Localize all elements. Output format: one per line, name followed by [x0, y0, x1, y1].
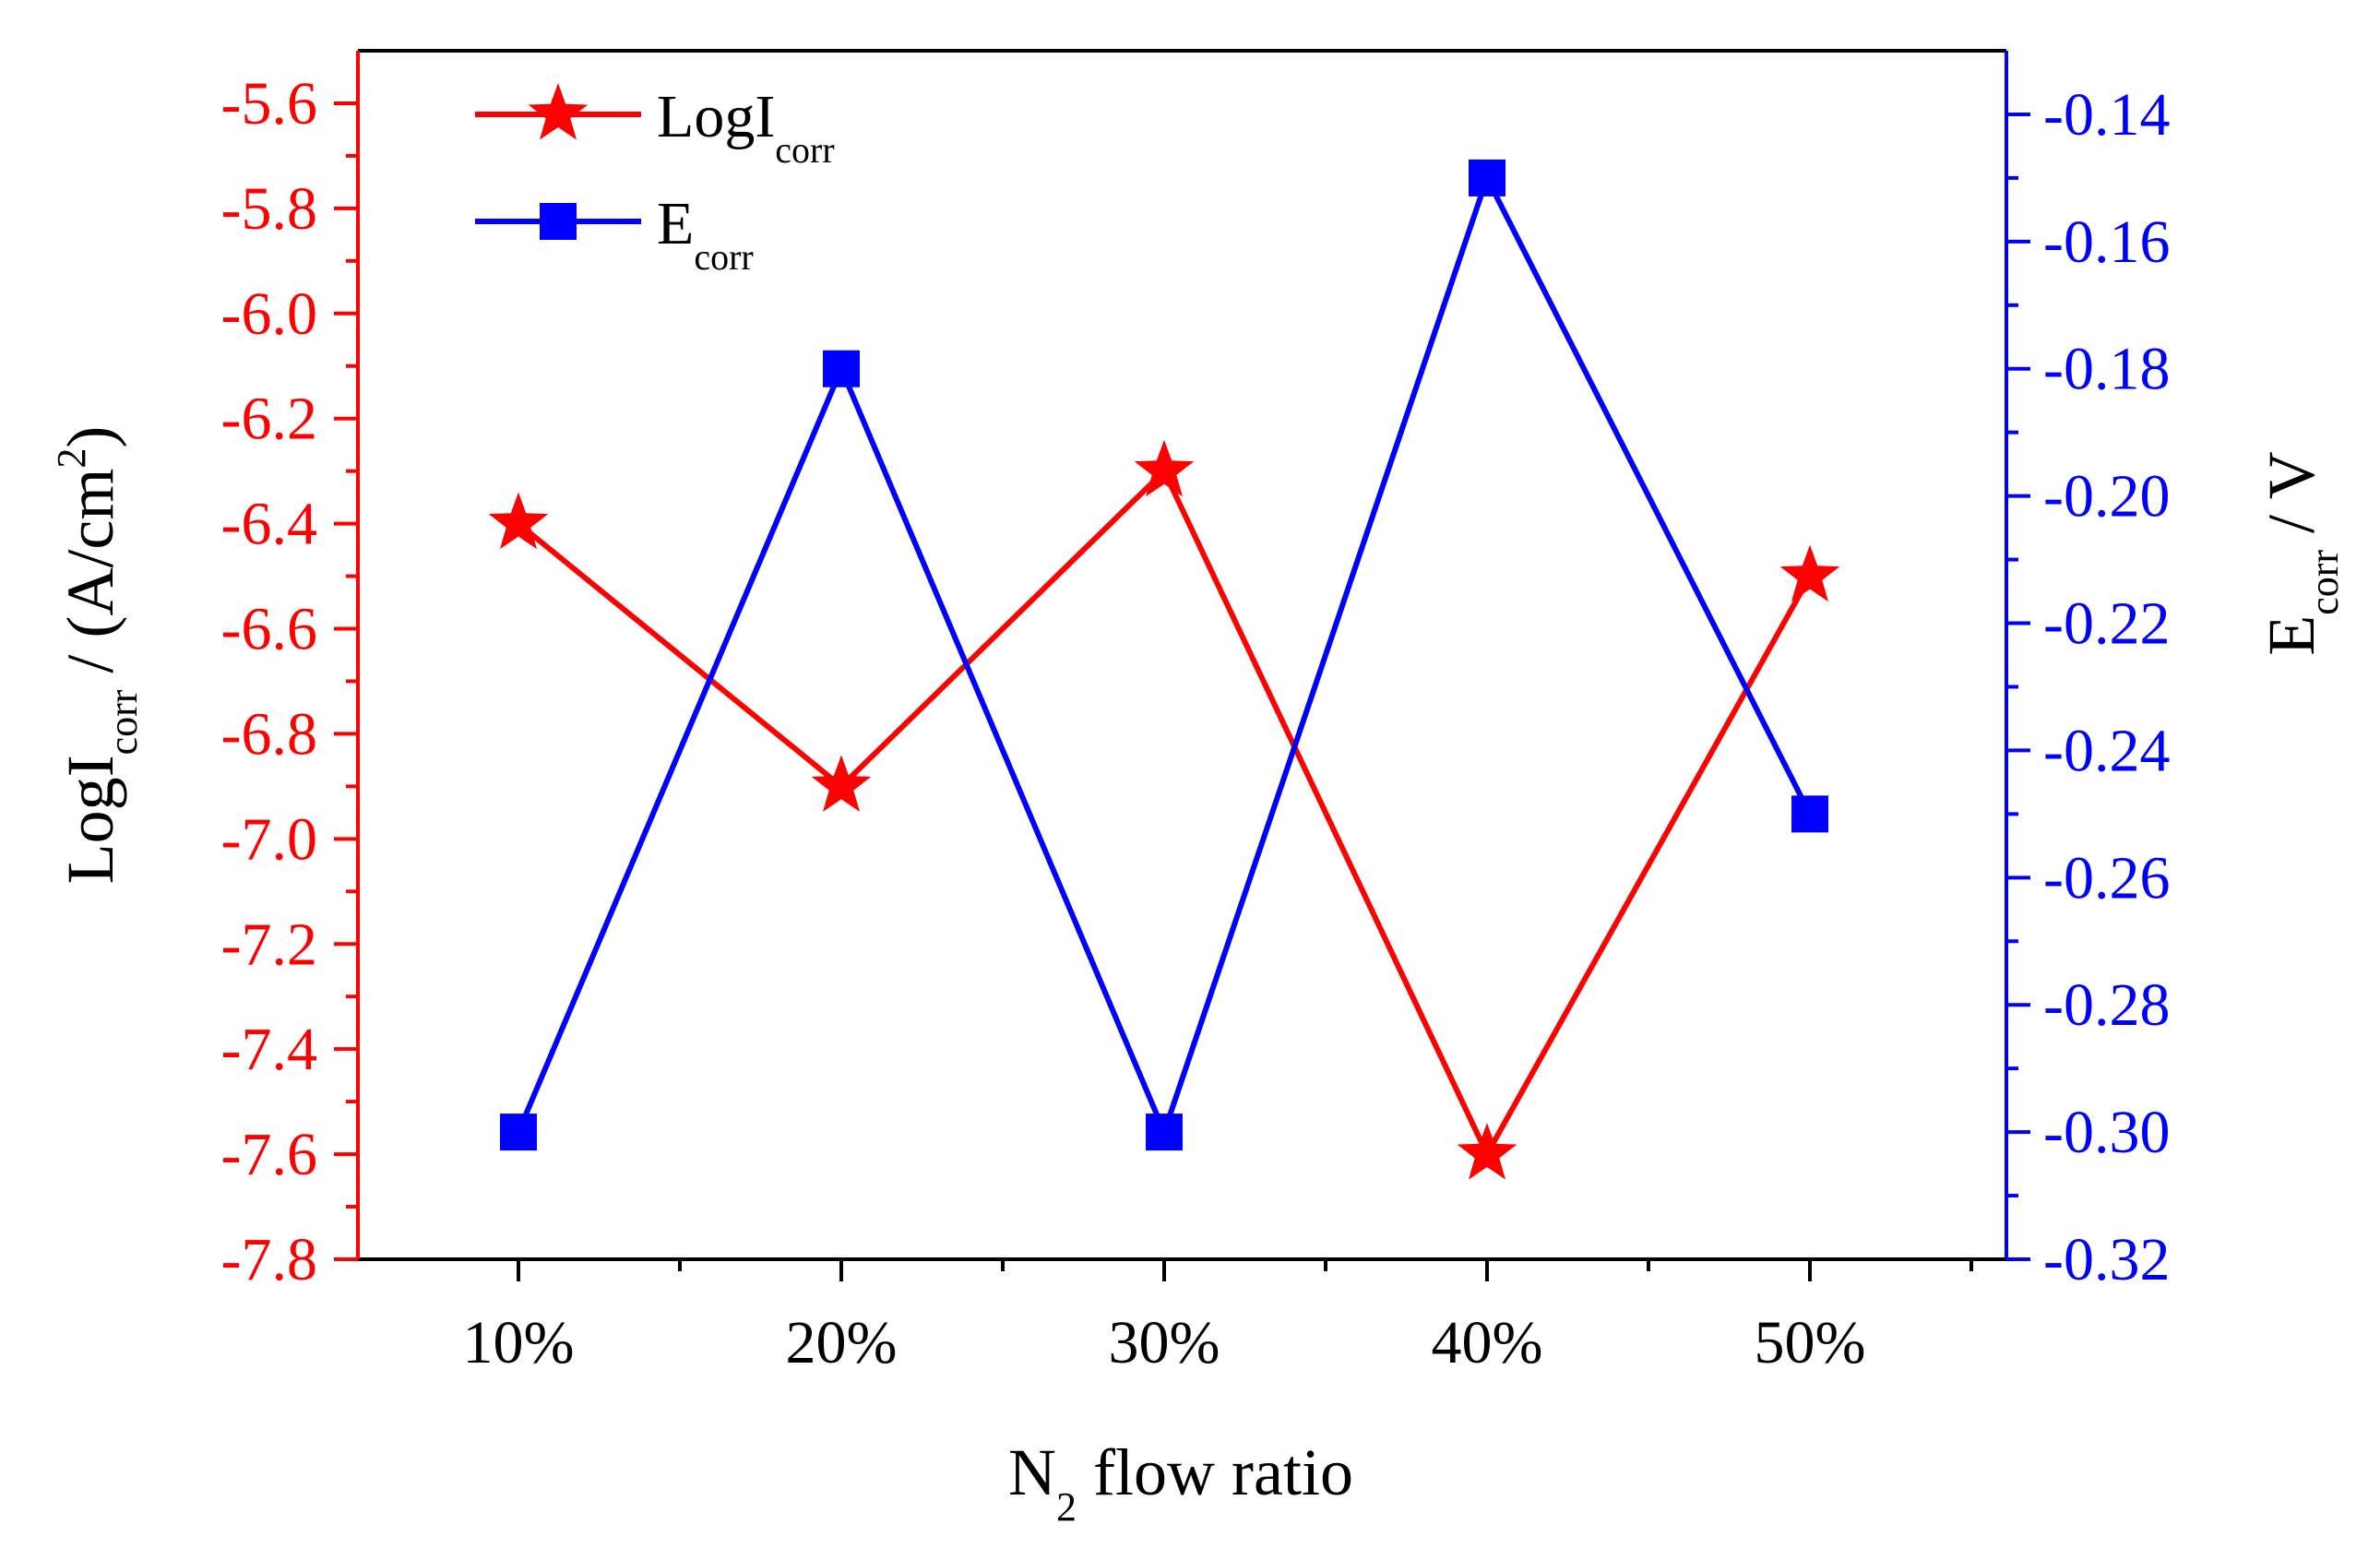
- ecorr-point-marker: [823, 350, 860, 387]
- legend-label-ecorr: Ecorr: [657, 190, 754, 278]
- legend-label-logicorr-main: LogI: [657, 83, 775, 150]
- ecorr-point-marker: [500, 1113, 537, 1151]
- logicorr-point-marker: [1779, 544, 1840, 602]
- x-axis-title-rest: flow ratio: [1077, 1435, 1353, 1509]
- left-tick-label: -7.6: [221, 1121, 317, 1188]
- left-axis-title-rest: / (A/cm: [54, 469, 127, 690]
- right-axis-title-rest: / V: [2255, 451, 2328, 550]
- series-markers: [488, 159, 1840, 1180]
- logicorr-point-marker: [811, 755, 872, 812]
- left-tick-label: -5.8: [221, 175, 317, 243]
- x-tick-label: 30%: [1109, 1309, 1220, 1376]
- legend-label-ecorr-sub: corr: [694, 236, 753, 278]
- ecorr-point-marker: [1146, 1113, 1183, 1151]
- series-lines: [516, 171, 1813, 1161]
- left-tick-label: -5.6: [221, 70, 317, 137]
- legend-star-marker: [528, 83, 589, 140]
- right-tick-label: -0.26: [2043, 844, 2170, 911]
- x-tick-label: 50%: [1755, 1309, 1866, 1376]
- legend: LogIcorr Ecorr: [475, 83, 835, 278]
- left-tick-label: -7.2: [221, 911, 317, 978]
- right-tick-label: -0.24: [2043, 717, 2170, 784]
- left-axis-title-close: ): [54, 426, 127, 448]
- ecorr-point-marker: [1791, 795, 1828, 833]
- legend-label-logicorr-sub: corr: [775, 129, 834, 171]
- right-axis-title: Ecorr / V: [2255, 451, 2347, 656]
- right-axis-title-sub: corr: [2302, 550, 2347, 615]
- x-tick-label: 20%: [786, 1309, 898, 1376]
- x-axis-ticks: 10% 20% 30% 40% 50%: [463, 1259, 1973, 1376]
- right-tick-label: -0.22: [2043, 590, 2170, 658]
- right-tick-label: -0.16: [2043, 208, 2170, 276]
- ecorr-point-marker: [1469, 159, 1505, 196]
- right-tick-label: -0.18: [2043, 336, 2170, 403]
- logicorr-point-marker: [1134, 439, 1195, 497]
- left-tick-label: -6.6: [221, 596, 317, 663]
- left-axis-ticks: -7.8 -7.6 -7.4 -7.2 -7.0 -6.8 -6.6 -6.4 -6.2 -6.0…: [221, 70, 358, 1293]
- legend-label-logicorr: LogIcorr: [657, 83, 835, 171]
- x-axis-title-main: N: [1008, 1435, 1056, 1509]
- right-tick-label: -0.30: [2043, 1099, 2170, 1166]
- legend-label-ecorr-main: E: [657, 190, 694, 257]
- left-axis-title: LogIcorr / (A/cm2): [49, 426, 146, 885]
- left-tick-label: -7.0: [221, 805, 317, 873]
- right-tick-label: -0.20: [2043, 463, 2170, 530]
- left-tick-label: -6.0: [221, 280, 317, 348]
- series-line-logicorr: [517, 466, 1813, 1161]
- logicorr-point-marker: [488, 492, 549, 550]
- right-tick-label: -0.14: [2043, 81, 2170, 149]
- x-tick-label: 10%: [463, 1309, 575, 1376]
- left-tick-label: -6.2: [221, 386, 317, 453]
- right-axis-ticks: -0.32 -0.30 -0.28 -0.26 -0.24 -0.22 -0.20 -0.18…: [2006, 81, 2170, 1293]
- right-tick-label: -0.28: [2043, 971, 2170, 1039]
- left-tick-label: -6.8: [221, 700, 317, 768]
- logicorr-point-marker: [1457, 1123, 1517, 1180]
- left-tick-label: -7.4: [221, 1016, 317, 1083]
- right-tick-label: -0.32: [2043, 1226, 2170, 1293]
- left-tick-label: -7.8: [221, 1226, 317, 1293]
- x-axis-title-sub: 2: [1056, 1484, 1077, 1530]
- x-axis-title: N2 flow ratio: [1008, 1435, 1353, 1530]
- x-tick-label: 40%: [1432, 1309, 1543, 1376]
- left-tick-label: -6.4: [221, 491, 317, 558]
- left-axis-title-main: LogI: [54, 755, 127, 884]
- right-axis-title-main: E: [2255, 615, 2328, 656]
- left-axis-title-sub: corr: [101, 689, 146, 755]
- series-line-ecorr: [516, 171, 1813, 1140]
- legend-square-marker: [540, 203, 577, 240]
- left-axis-title-sup: 2: [49, 448, 94, 469]
